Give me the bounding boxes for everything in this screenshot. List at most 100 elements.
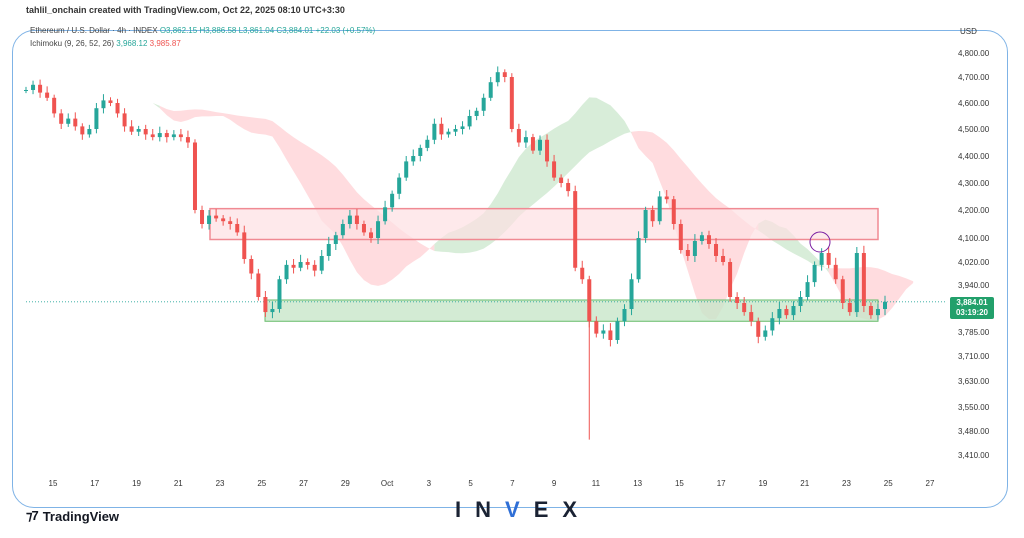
candle-body <box>833 264 838 280</box>
invex-left: IN <box>455 497 505 522</box>
candle-body <box>122 113 127 127</box>
candle-body <box>411 156 416 162</box>
candle-body <box>488 82 493 98</box>
candle-body <box>573 191 578 268</box>
candle-body <box>756 321 761 337</box>
candle-body <box>242 232 247 259</box>
x-tick-label: 15 <box>675 479 684 488</box>
symbol-legend: Ethereum / U.S. Dollar · 4h · INDEX O3,8… <box>30 26 375 35</box>
highlight-circle <box>809 231 831 253</box>
candle-body <box>523 137 528 143</box>
candle-body <box>305 262 310 265</box>
candle-body <box>812 264 817 283</box>
candle-body <box>157 133 162 138</box>
candle-body <box>249 259 254 274</box>
x-tick-label: 21 <box>174 479 183 488</box>
candle-body <box>728 262 733 297</box>
candle-body <box>143 129 148 135</box>
candle-body <box>347 215 352 224</box>
candle-body <box>185 137 190 143</box>
candle-body <box>439 123 444 135</box>
x-tick-label: Oct <box>381 479 394 488</box>
candle-body <box>45 92 50 98</box>
candle-body <box>87 129 92 135</box>
candle-body <box>678 224 683 250</box>
candle-body <box>537 139 542 151</box>
candle-body <box>502 72 507 77</box>
x-tick-label: 27 <box>299 479 308 488</box>
x-tick-label: 21 <box>800 479 809 488</box>
candle-body <box>319 256 324 271</box>
candle-body <box>38 84 43 93</box>
indicator-name: Ichimoku (9, 26, 52, 26) <box>30 39 115 48</box>
candle-body <box>495 72 500 83</box>
candle-body <box>150 134 155 138</box>
candle-body <box>404 161 409 178</box>
candle-body <box>326 244 331 256</box>
candle-body <box>763 330 768 337</box>
candle-body <box>192 142 197 210</box>
last-price-badge: 3,884.01 03:19:20 <box>950 297 994 319</box>
symbol-name: Ethereum / U.S. Dollar · 4h · INDEX <box>30 26 158 35</box>
x-tick-label: 17 <box>90 479 99 488</box>
candle-body <box>94 108 99 129</box>
candle-body <box>108 100 113 103</box>
candle-body <box>770 318 775 331</box>
candle-body <box>608 330 613 340</box>
candle-body <box>467 116 472 127</box>
candle-body <box>340 224 345 236</box>
candle-body <box>453 129 458 132</box>
y-tick-label: 3,550.00 <box>958 403 990 412</box>
candle-body <box>277 279 282 309</box>
x-tick-label: 25 <box>884 479 893 488</box>
y-tick-label: 4,400.00 <box>958 152 990 161</box>
candle-body <box>474 110 479 116</box>
candle-body <box>559 177 564 183</box>
ichimoku-cloud-bearish <box>159 105 914 321</box>
candle-body <box>650 210 655 222</box>
candle-body <box>594 321 599 334</box>
candle-body <box>530 137 535 151</box>
candle-body <box>80 126 85 135</box>
candle-body <box>671 199 676 224</box>
y-tick-label: 3,630.00 <box>958 377 990 386</box>
y-tick-label: 3,940.00 <box>958 281 990 290</box>
candle-body <box>847 303 852 313</box>
y-tick-label: 4,020.00 <box>958 258 990 267</box>
y-tick-label: 4,200.00 <box>958 206 990 215</box>
candle-body <box>735 297 740 303</box>
chart-frame <box>12 30 1008 508</box>
candle-body <box>657 196 662 222</box>
candle-body <box>636 238 641 280</box>
candle-body <box>52 97 57 114</box>
credit-line: tahlil_onchain created with TradingView.… <box>26 5 345 15</box>
candle-body <box>552 161 557 178</box>
candle-body <box>178 134 183 138</box>
x-tick-label: 9 <box>552 479 557 488</box>
invex-v-mark: V <box>505 497 534 522</box>
candle-body <box>629 279 634 309</box>
candle-body <box>460 126 465 129</box>
candle-body <box>284 264 289 280</box>
candle-body <box>164 133 169 138</box>
candle-body <box>664 196 669 200</box>
candle-body <box>425 139 430 148</box>
candle-body <box>622 309 627 322</box>
candle-body <box>129 126 134 132</box>
y-tick-label: 4,700.00 <box>958 73 990 82</box>
candle-body <box>432 123 437 140</box>
tradingview-wordmark: TradingView <box>42 508 120 524</box>
candle-body <box>798 297 803 306</box>
x-tick-label: 29 <box>341 479 350 488</box>
candle-body <box>699 235 704 241</box>
candle-body <box>777 309 782 319</box>
y-tick-label: 3,785.00 <box>958 328 990 337</box>
x-tick-label: 5 <box>468 479 473 488</box>
candle-body <box>369 232 374 238</box>
candle-body <box>214 215 219 219</box>
candle-body <box>749 312 754 322</box>
candle-body <box>333 235 338 244</box>
y-tick-label: 4,100.00 <box>958 234 990 243</box>
candle-body <box>840 279 845 303</box>
